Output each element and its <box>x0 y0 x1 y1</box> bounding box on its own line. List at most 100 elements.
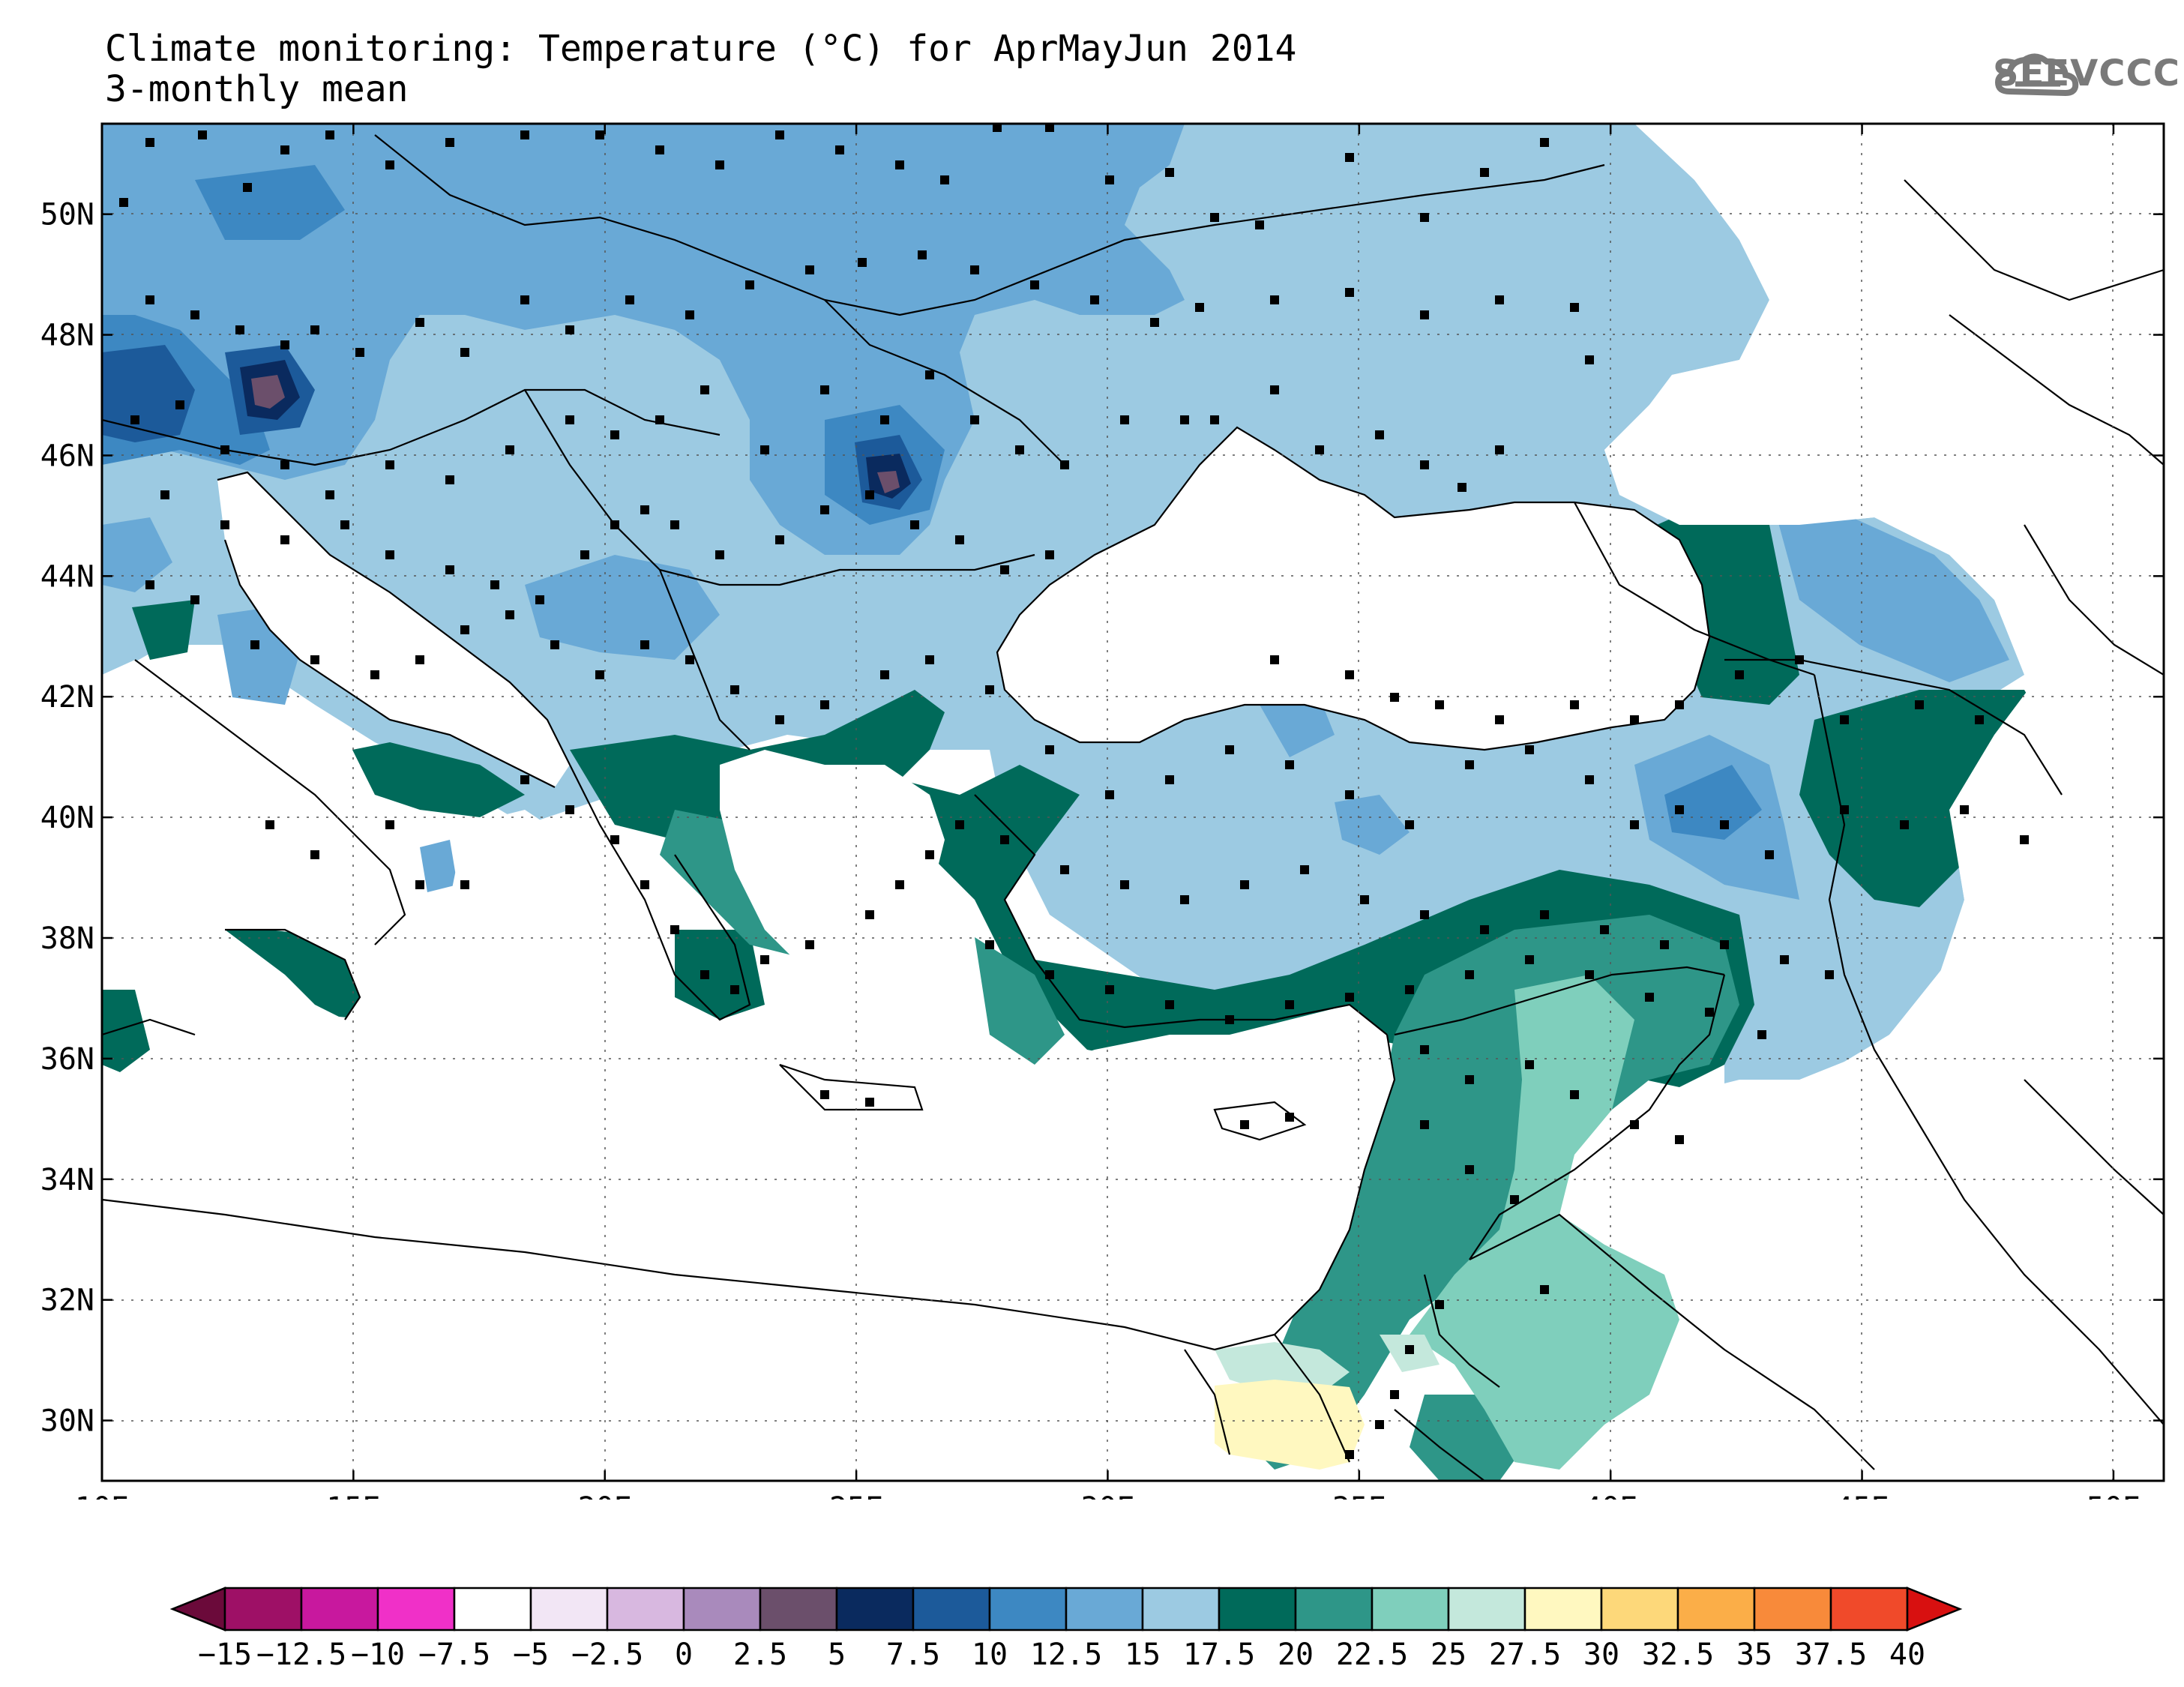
lon-tick-label: 50E <box>2087 1491 2141 1500</box>
station-marker <box>325 130 334 139</box>
coastlines <box>102 134 2164 1481</box>
colorbar-label: 12.5 <box>1030 1638 1102 1672</box>
contour-10-12_5 <box>195 165 345 240</box>
station-marker <box>970 265 979 274</box>
station-marker <box>760 445 769 454</box>
lon-tick-label: 30E <box>1080 1491 1134 1500</box>
station-marker <box>1525 955 1534 964</box>
station-marker <box>1120 880 1129 889</box>
colorbar-swatch <box>1523 1587 1603 1632</box>
station-marker <box>1225 745 1234 754</box>
contour-17_5-20 <box>225 930 360 1020</box>
colorbar-label: 25 <box>1431 1638 1466 1672</box>
aegean-sea <box>720 750 975 1035</box>
station-marker <box>1510 1195 1519 1204</box>
axis-ticks: 10E 15E 20E 25E 30E 35E 40E 45E 50E 30N 32N 34N 36N 3… <box>40 124 2164 1500</box>
station-marker <box>520 775 529 784</box>
colorbar-label: 37.5 <box>1795 1638 1867 1672</box>
colorbar-swatch <box>1294 1587 1374 1632</box>
colorbar-label: 35 <box>1736 1638 1772 1672</box>
tyrrhenian-sea <box>102 660 405 952</box>
station-marker <box>190 310 199 319</box>
station-marker <box>1180 895 1189 904</box>
station-marker <box>865 910 874 919</box>
station-marker <box>265 820 274 829</box>
station-marker <box>1825 970 1834 979</box>
station-marker <box>1720 820 1729 829</box>
colorbar-swatch <box>835 1587 915 1632</box>
station-marker <box>1420 460 1429 469</box>
station-marker <box>1240 880 1249 889</box>
station-marker <box>445 565 454 574</box>
station-marker <box>505 445 514 454</box>
colorbar-label: 40 <box>1889 1638 1925 1672</box>
station-marker <box>580 550 589 559</box>
station-marker <box>1757 1030 1766 1039</box>
station-marker <box>1195 303 1204 312</box>
station-marker <box>175 400 184 409</box>
station-marker <box>355 348 364 357</box>
station-marker <box>1630 820 1639 829</box>
contour-12_5-15 <box>1335 795 1410 855</box>
station-marker <box>325 490 334 499</box>
station-marker <box>1780 955 1789 964</box>
contour-25-27_5 <box>1215 1342 1350 1395</box>
station-marker <box>700 385 709 394</box>
colorbar-label: −7.5 <box>418 1638 490 1672</box>
station-marker <box>1600 925 1609 934</box>
station-marker <box>1045 745 1054 754</box>
lat-tick-label: 36N <box>40 1042 94 1077</box>
station-marker <box>1405 1345 1414 1354</box>
station-marker <box>1570 303 1579 312</box>
colorbar-triangle-high <box>1906 1587 1963 1632</box>
station-marker <box>1345 153 1354 162</box>
station-marker <box>1630 1120 1639 1129</box>
station-marker <box>385 820 394 829</box>
station-marker <box>1165 775 1174 784</box>
station-marker <box>640 880 649 889</box>
station-marker <box>1285 1000 1294 1009</box>
station-marker <box>1435 1300 1444 1309</box>
station-marker <box>940 175 949 184</box>
station-marker <box>1045 970 1054 979</box>
station-marker <box>460 880 469 889</box>
lat-tick-label: 32N <box>40 1284 94 1318</box>
station-marker <box>655 415 664 424</box>
station-marker <box>730 985 739 994</box>
station-marker <box>310 655 319 664</box>
station-marker <box>820 1090 829 1099</box>
chart-subtitle: 3-monthly mean <box>105 68 409 110</box>
station-marker <box>685 655 694 664</box>
lon-tick-label: 15E <box>326 1491 380 1500</box>
station-marker <box>235 325 244 334</box>
adriatic-sea <box>217 472 570 787</box>
station-marker <box>1015 445 1024 454</box>
station-marker <box>715 160 724 169</box>
station-marker <box>460 625 469 634</box>
station-marker <box>925 370 934 379</box>
contour-2_5-5 <box>251 375 285 409</box>
station-marker <box>955 820 964 829</box>
station-marker <box>310 850 319 859</box>
lon-tick-label: 35E <box>1332 1491 1386 1500</box>
station-marker <box>565 805 574 814</box>
station-marker <box>1570 1090 1579 1099</box>
station-marker <box>1420 1120 1429 1129</box>
station-marker <box>220 520 229 529</box>
chart-title: Climate monitoring: Temperature (°C) for… <box>105 28 1297 70</box>
station-marker <box>1675 1135 1684 1144</box>
station-marker <box>460 348 469 357</box>
contour-12_5-15 <box>1777 517 2009 682</box>
station-marker <box>1360 895 1369 904</box>
station-marker <box>1645 993 1654 1002</box>
station-marker <box>730 685 739 694</box>
colorbar: −15 −12.5 −10 −7.5 −5 −2.5 0 2.5 5 7.5 10 12.5 15 17.… <box>169 1587 1963 1672</box>
station-marker <box>520 295 529 304</box>
colorbar-swatch <box>1218 1587 1297 1632</box>
lat-tick-label: 46N <box>40 439 94 473</box>
station-marker <box>1630 715 1639 724</box>
station-marker <box>385 160 394 169</box>
station-marker <box>415 880 424 889</box>
colorbar-swatch <box>682 1587 762 1632</box>
colorbar-label: 5 <box>828 1638 846 1672</box>
